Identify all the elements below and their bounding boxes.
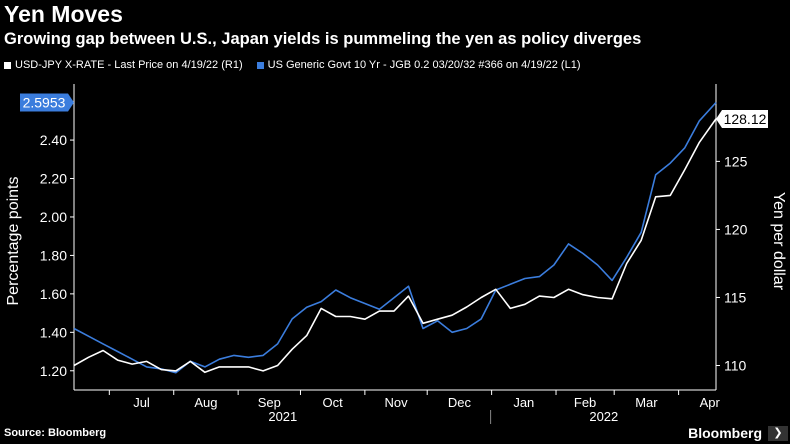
x-tick-label: Jan [513,395,534,410]
brand-logo: Bloomberg [688,425,762,441]
chart-title: Yen Moves [4,1,123,27]
legend-item-spread: US Generic Govt 10 Yr - JGB 0.2 03/20/32… [256,59,581,71]
legend-label-spread: US Generic Govt 10 Yr - JGB 0.2 03/20/32… [267,59,581,71]
last-value-label-right: 128.12 [724,111,767,127]
right-tick-label: 120 [724,221,748,237]
x-year-label: 2022 [589,409,618,424]
left-tick-label: 1.80 [40,247,67,263]
x-tick-label: Feb [574,395,596,410]
x-tick-label: Mar [635,395,658,410]
source-note: Source: Bloomberg [4,427,107,439]
last-value-label-left: 2.5953 [23,95,66,111]
series-line-spread [73,101,717,374]
legend-swatch-spread [256,61,264,69]
legend-swatch-usdjpy [4,61,11,69]
left-tick-label: 1.60 [40,286,67,302]
legend-label-usdjpy: USD-JPY X-RATE - Last Price on 4/19/22 (… [15,59,243,71]
series-line-usdjpy [73,118,717,374]
x-tick-label: Dec [448,395,472,410]
x-tick-label: Jul [133,395,150,410]
right-tick-label: 115 [724,289,747,305]
arrow-icon: ❯ [768,426,788,441]
left-tick-label: 2.20 [40,171,67,187]
left-tick-label: 1.40 [40,324,67,340]
legend: USD-JPY X-RATE - Last Price on 4/19/22 (… [4,59,581,71]
left-tick-label: 2.00 [40,209,67,225]
left-axis-title: Percentage points [5,177,22,306]
x-tick-label: Sep [258,395,281,410]
legend-item-usdjpy: USD-JPY X-RATE - Last Price on 4/19/22 (… [4,59,243,71]
last-value-badge-left [20,93,74,112]
x-tick-label: Nov [384,395,408,410]
x-tick-label: Aug [194,395,217,410]
chart-subtitle: Growing gap between U.S., Japan yields i… [4,30,642,48]
x-tick-label: Oct [323,395,344,410]
last-value-badge-right [716,109,768,128]
x-tick-label: Apr [700,395,721,410]
right-tick-label: 125 [724,153,748,169]
right-axis-title: Yen per dollar [770,192,787,291]
left-tick-label: 2.40 [40,132,67,148]
right-tick-label: 110 [724,358,747,374]
x-year-label: 2021 [268,409,297,424]
left-tick-label: 1.20 [40,363,67,379]
